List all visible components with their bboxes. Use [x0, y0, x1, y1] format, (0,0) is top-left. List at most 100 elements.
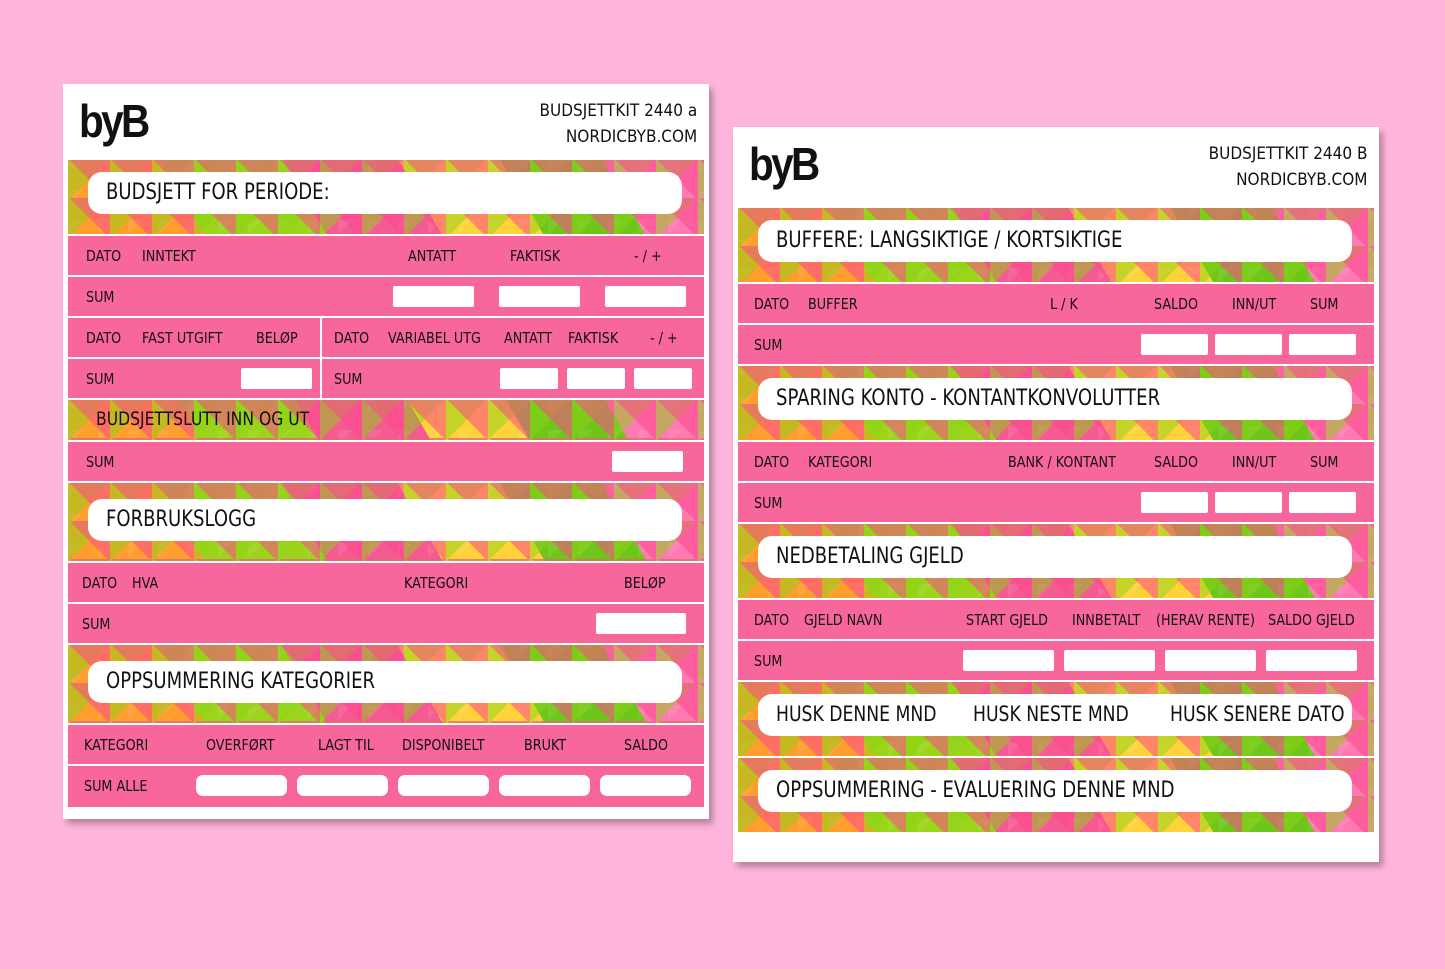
sum-box [297, 775, 388, 796]
banner-pill [88, 499, 682, 541]
byb-logo: byB [79, 95, 150, 147]
sum-box [196, 775, 287, 796]
sum-box [1289, 492, 1356, 513]
income-sum-row: SUM [68, 277, 704, 318]
banner-reminders: HUSK DENNE MND HUSK NESTE MND HUSK SENER… [738, 682, 1374, 758]
col-innut: INN/UT [1232, 453, 1277, 471]
col-dato: DATO [754, 453, 790, 471]
banner-pill [758, 378, 1352, 420]
category-sum-row: SUM ALLE [68, 766, 704, 807]
col-belop: BELØP [624, 574, 666, 592]
col-variabel-utg: VARIABEL UTG [388, 329, 481, 347]
col-buffer: BUFFER [808, 295, 858, 313]
col-dato: DATO [82, 574, 118, 592]
col-faktisk: FAKTISK [510, 247, 561, 265]
banner-pill [758, 536, 1352, 578]
sum-label: SUM [86, 370, 115, 388]
sum-box [612, 451, 683, 472]
sum-all-label: SUM ALLE [84, 777, 148, 795]
col-innut: INN/UT [1232, 295, 1277, 313]
debt-sum-row: SUM [738, 641, 1374, 682]
col-diff: - / + [650, 329, 678, 347]
col-faktisk: FAKTISK [568, 329, 619, 347]
debt-header-row: DATO GJELD NAVN START GJELD INNBETALT (H… [738, 600, 1374, 641]
col-kategori: KATEGORI [404, 574, 469, 592]
col-gjeld-navn: GJELD NAVN [804, 611, 883, 629]
sum-box [605, 286, 686, 307]
col-fast-utgift: FAST UTGIFT [142, 329, 223, 347]
col-overfort: OVERFØRT [206, 736, 275, 754]
banner-title: NEDBETALING GJELD [776, 544, 964, 569]
col-diff: - / + [634, 247, 662, 265]
col-kategori: KATEGORI [808, 453, 873, 471]
col-dato: DATO [86, 329, 122, 347]
col-saldo: SALDO [1154, 453, 1199, 471]
banner-title: BUFFERE: LANGSIKTIGE / KORTSIKTIGE [776, 228, 1123, 253]
col-lk: L / K [1050, 295, 1078, 313]
sum-box [1215, 492, 1282, 513]
col-kategori: KATEGORI [84, 736, 149, 754]
col-saldo-gjeld: SALDO GJELD [1268, 611, 1355, 629]
reminder-later-date: HUSK SENERE DATO [1170, 702, 1345, 726]
banner-saving-account: SPARING KONTO - KONTANTKONVOLUTTER [738, 366, 1374, 442]
column-divider [320, 318, 322, 359]
banner-budget-end: BUDSJETTSLUTT INN OG UT [68, 400, 704, 442]
col-belop: BELØP [256, 329, 298, 347]
kit-code: BUDSJETTKIT 2440 B [1208, 144, 1367, 164]
banner-buffers: BUFFERE: LANGSIKTIGE / KORTSIKTIGE [738, 208, 1374, 284]
sum-box [1215, 334, 1282, 355]
reminder-this-month: HUSK DENNE MND [776, 702, 937, 726]
sheet-header: BUDSJETTKIT 2440 a NORDICBYB.COM [539, 98, 697, 150]
banner-spending-log: FORBRUKSLOGG [68, 483, 704, 563]
sum-box [1141, 492, 1208, 513]
kit-code: BUDSJETTKIT 2440 a [539, 101, 697, 121]
sticker-sheet-b: byB BUDSJETTKIT 2440 B NORDICBYB.COM BUF… [733, 127, 1379, 862]
website: NORDICBYB.COM [565, 127, 697, 147]
log-sum-row: SUM [68, 604, 704, 645]
sum-label: SUM [754, 652, 783, 670]
sum-box [1266, 650, 1357, 671]
banner-evaluation: OPPSUMMERING - EVALUERING DENNE MND [738, 758, 1374, 834]
website: NORDICBYB.COM [1235, 170, 1367, 190]
banner-title: BUDSJETT FOR PERIODE: [106, 180, 330, 205]
col-dato: DATO [754, 611, 790, 629]
sum-box [1064, 650, 1155, 671]
sum-box [634, 368, 692, 389]
banner-title: OPPSUMMERING - EVALUERING DENNE MND [776, 778, 1175, 803]
category-header-row: KATEGORI OVERFØRT LAGT TIL DISPONIBELT B… [68, 725, 704, 766]
col-sum: SUM [1310, 453, 1339, 471]
income-header-row: DATO INNTEKT ANTATT FAKTISK - / + [68, 236, 704, 277]
col-herav-rente: (HERAV RENTE) [1156, 611, 1255, 629]
banner-title: SPARING KONTO - KONTANTKONVOLUTTER [776, 386, 1161, 411]
sum-box [600, 775, 691, 796]
fixed-variable-sum-row: SUM SUM [68, 359, 704, 400]
byb-logo: byB [749, 138, 820, 190]
column-divider [320, 359, 322, 400]
sum-box [963, 650, 1054, 671]
sum-label: SUM [754, 494, 783, 512]
log-header-row: DATO HVA KATEGORI BELØP [68, 563, 704, 604]
col-start-gjeld: START GJELD [966, 611, 1049, 629]
sheet-b-content: BUFFERE: LANGSIKTIGE / KORTSIKTIGE DATO … [738, 208, 1374, 834]
col-dato: DATO [86, 247, 122, 265]
sum-box [393, 286, 474, 307]
sum-box [596, 613, 686, 634]
sum-box [1289, 334, 1356, 355]
banner-title: FORBRUKSLOGG [106, 507, 257, 532]
banner-pill [88, 172, 682, 214]
col-lagt-til: LAGT TIL [318, 736, 374, 754]
buffer-header-row: DATO BUFFER L / K SALDO INN/UT SUM [738, 284, 1374, 325]
col-sum: SUM [1310, 295, 1339, 313]
sum-box [241, 368, 312, 389]
banner-budget-period: BUDSJETT FOR PERIODE: [68, 160, 704, 236]
banner-debt-repayment: NEDBETALING GJELD [738, 524, 1374, 600]
sum-label: SUM [86, 453, 115, 471]
col-innbetalt: INNBETALT [1072, 611, 1141, 629]
saving-sum-row: SUM [738, 483, 1374, 524]
col-dato: DATO [334, 329, 370, 347]
col-dato: DATO [754, 295, 790, 313]
col-hva: HVA [132, 574, 159, 592]
sum-box [1165, 650, 1256, 671]
col-saldo: SALDO [624, 736, 669, 754]
col-antatt: ANTATT [504, 329, 553, 347]
